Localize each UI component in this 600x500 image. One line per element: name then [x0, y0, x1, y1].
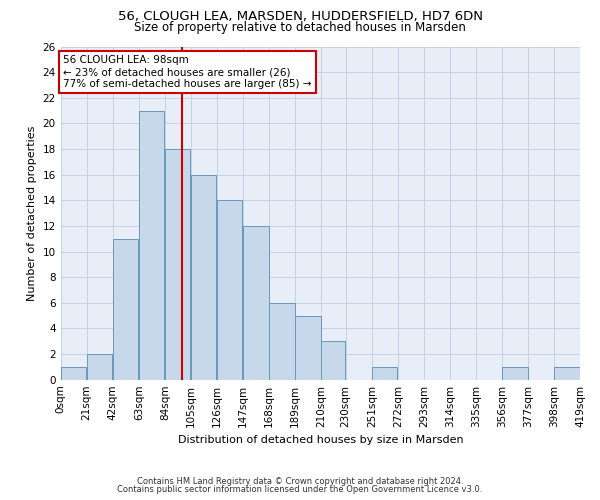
Y-axis label: Number of detached properties: Number of detached properties [27, 126, 37, 301]
Bar [554, 367, 580, 380]
Text: Contains public sector information licensed under the Open Government Licence v3: Contains public sector information licen… [118, 484, 482, 494]
Bar [217, 200, 242, 380]
Bar [113, 238, 139, 380]
Bar [322, 341, 346, 380]
Bar [61, 367, 86, 380]
Bar [243, 226, 269, 380]
Text: Contains HM Land Registry data © Crown copyright and database right 2024.: Contains HM Land Registry data © Crown c… [137, 478, 463, 486]
Bar [191, 174, 217, 380]
Bar [139, 110, 164, 380]
Bar [372, 367, 397, 380]
Bar [165, 149, 190, 380]
Bar [87, 354, 112, 380]
Text: 56, CLOUGH LEA, MARSDEN, HUDDERSFIELD, HD7 6DN: 56, CLOUGH LEA, MARSDEN, HUDDERSFIELD, H… [118, 10, 482, 23]
Bar [502, 367, 527, 380]
Text: 56 CLOUGH LEA: 98sqm
← 23% of detached houses are smaller (26)
77% of semi-detac: 56 CLOUGH LEA: 98sqm ← 23% of detached h… [63, 56, 311, 88]
Bar [295, 316, 320, 380]
Bar [269, 303, 295, 380]
Text: Size of property relative to detached houses in Marsden: Size of property relative to detached ho… [134, 22, 466, 35]
X-axis label: Distribution of detached houses by size in Marsden: Distribution of detached houses by size … [178, 435, 463, 445]
